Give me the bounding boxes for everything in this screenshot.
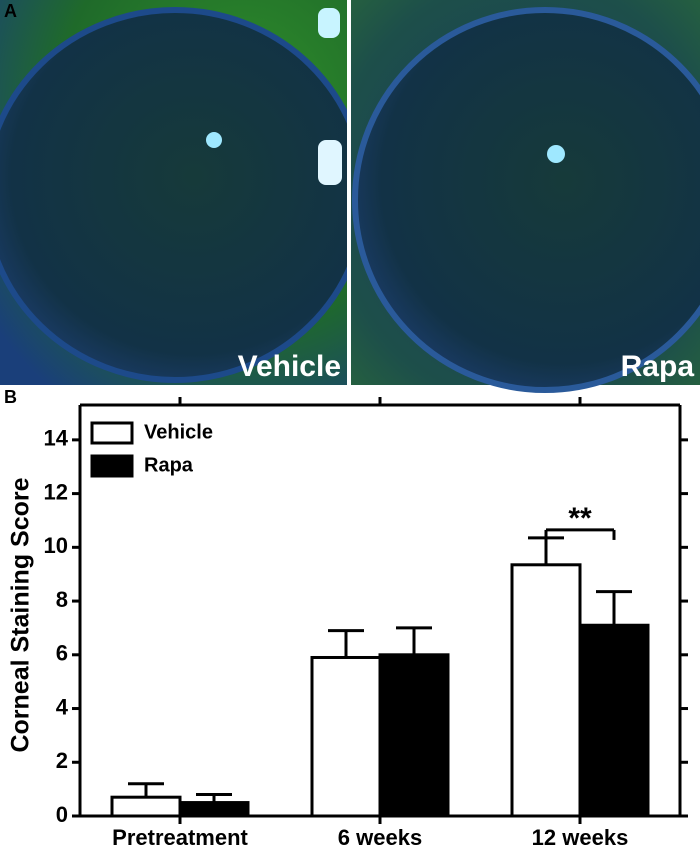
image-label: Vehicle: [238, 350, 341, 383]
reflection: [547, 145, 565, 163]
reflection: [206, 132, 222, 148]
image-label: Rapa: [621, 350, 695, 383]
legend-swatch: [90, 421, 134, 445]
bar: [178, 801, 250, 818]
legend-swatch: [90, 454, 134, 478]
panel-label: B: [4, 387, 17, 407]
panel-a: A Vehicle Rapa: [0, 0, 700, 393]
x-tick-label: 6 weeks: [338, 825, 422, 850]
highlight: [318, 140, 342, 185]
x-tick-label: 12 weeks: [532, 825, 629, 850]
y-tick-label: 4: [56, 694, 69, 719]
bar: [378, 653, 450, 818]
bar: [578, 623, 650, 818]
cornea: [352, 7, 700, 393]
bar: [310, 655, 382, 818]
legend-label: Rapa: [144, 454, 194, 476]
legend-label: Vehicle: [144, 421, 213, 443]
y-tick-label: 12: [44, 479, 68, 504]
annotation: **: [568, 502, 592, 535]
y-tick-label: 10: [44, 533, 68, 558]
y-tick-label: 2: [56, 748, 68, 773]
y-tick-label: 8: [56, 587, 68, 612]
y-axis-label: Corneal Staining Score: [7, 477, 35, 752]
divider: [347, 0, 351, 385]
highlight: [318, 8, 340, 38]
y-tick-label: 6: [56, 641, 68, 666]
y-tick-label: 0: [56, 802, 68, 827]
panel-label: A: [4, 1, 17, 21]
cornea: [0, 7, 368, 383]
y-tick-label: 14: [44, 426, 69, 451]
bar: [110, 795, 182, 818]
bar: [510, 563, 582, 818]
x-tick-label: Pretreatment: [112, 825, 248, 850]
